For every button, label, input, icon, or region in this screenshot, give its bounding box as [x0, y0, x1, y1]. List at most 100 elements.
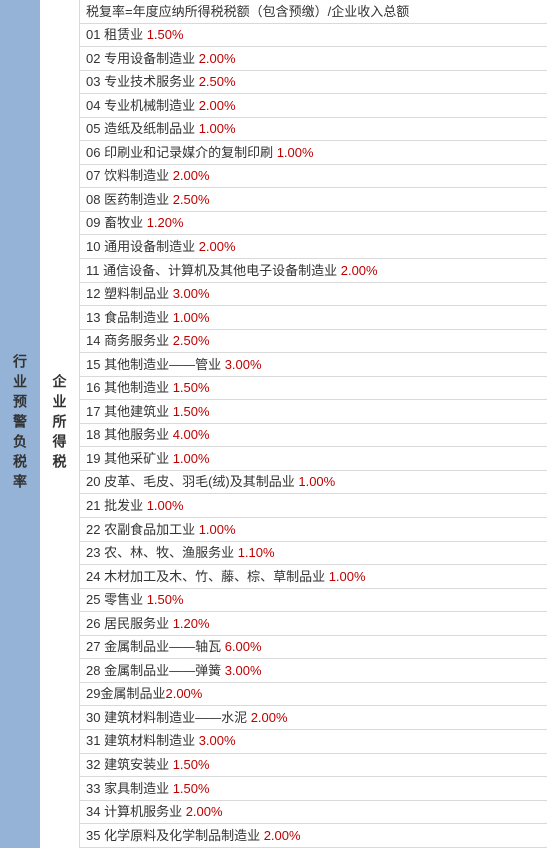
industry-label: 金属制品业——轴瓦 [104, 639, 225, 654]
row-number: 16 [86, 380, 104, 395]
table-row: 04 专业机械制造业 2.00% [80, 94, 547, 118]
row-number: 09 [86, 215, 104, 230]
mid-header-text: 企业所得税 [50, 374, 70, 474]
row-number: 06 [86, 145, 104, 160]
table-row: 35 化学原料及化学制品制造业 2.00% [80, 824, 547, 848]
table-row: 12 塑料制品业 3.00% [80, 283, 547, 307]
tax-rate: 1.50% [173, 781, 210, 796]
row-number: 20 [86, 474, 104, 489]
tax-rate: 1.50% [147, 592, 184, 607]
table-row: 27 金属制品业——轴瓦 6.00% [80, 636, 547, 660]
industry-label: 专业技术服务业 [104, 74, 199, 89]
industry-label: 家具制造业 [104, 781, 173, 796]
table-row: 13 食品制造业 1.00% [80, 306, 547, 330]
table-row: 22 农副食品加工业 1.00% [80, 518, 547, 542]
industry-label: 建筑安装业 [104, 757, 173, 772]
industry-label: 木材加工及木、竹、藤、棕、草制品业 [104, 569, 329, 584]
table-row: 30 建筑材料制造业——水泥 2.00% [80, 706, 547, 730]
tax-rate-table: 行业预警负税率 企业所得税 税复率=年度应纳所得税税额（包含预缴）/企业收入总额… [0, 0, 547, 848]
row-number: 14 [86, 333, 104, 348]
industry-label: 其他制造业——管业 [104, 357, 225, 372]
row-number: 07 [86, 168, 104, 183]
row-number: 27 [86, 639, 104, 654]
tax-rate: 1.50% [173, 380, 210, 395]
tax-rate: 1.50% [147, 27, 184, 42]
table-row: 02 专用设备制造业 2.00% [80, 47, 547, 71]
row-number: 30 [86, 710, 104, 725]
row-number: 05 [86, 121, 104, 136]
tax-rate: 1.00% [277, 145, 314, 160]
tax-rate: 2.00% [341, 263, 378, 278]
tax-rate: 1.20% [147, 215, 184, 230]
tax-rate: 1.00% [199, 522, 236, 537]
table-row: 16 其他制造业 1.50% [80, 377, 547, 401]
table-row: 26 居民服务业 1.20% [80, 612, 547, 636]
industry-label: 皮革、毛皮、羽毛(绒)及其制品业 [104, 474, 298, 489]
row-number: 35 [86, 828, 104, 843]
tax-rate: 3.00% [225, 663, 262, 678]
tax-rate: 2.50% [199, 74, 236, 89]
industry-label: 批发业 [104, 498, 147, 513]
row-number: 19 [86, 451, 104, 466]
formula-row: 税复率=年度应纳所得税税额（包含预缴）/企业收入总额 [80, 0, 547, 24]
row-number: 04 [86, 98, 104, 113]
industry-label: 商务服务业 [104, 333, 173, 348]
industry-label: 金属制品业 [100, 686, 165, 701]
row-number: 23 [86, 545, 104, 560]
table-row: 06 印刷业和记录媒介的复制印刷 1.00% [80, 141, 547, 165]
row-number: 31 [86, 733, 104, 748]
table-row: 28 金属制品业——弹簧 3.00% [80, 659, 547, 683]
industry-label: 零售业 [104, 592, 147, 607]
row-number: 33 [86, 781, 104, 796]
industry-label: 金属制品业——弹簧 [104, 663, 225, 678]
table-row: 31 建筑材料制造业 3.00% [80, 730, 547, 754]
industry-label: 饮料制造业 [104, 168, 173, 183]
table-row: 03 专业技术服务业 2.50% [80, 71, 547, 95]
tax-rate: 2.00% [199, 51, 236, 66]
table-row: 29金属制品业2.00% [80, 683, 547, 707]
industry-label: 其他采矿业 [104, 451, 173, 466]
table-row: 33 家具制造业 1.50% [80, 777, 547, 801]
data-column: 税复率=年度应纳所得税税额（包含预缴）/企业收入总额 01 租赁业 1.50%0… [80, 0, 547, 848]
tax-rate: 2.00% [173, 168, 210, 183]
row-number: 13 [86, 310, 104, 325]
mid-header-column: 企业所得税 [40, 0, 80, 848]
industry-label: 农副食品加工业 [104, 522, 199, 537]
tax-rate: 2.00% [165, 686, 202, 701]
row-number: 08 [86, 192, 104, 207]
tax-rate: 1.10% [238, 545, 275, 560]
row-number: 10 [86, 239, 104, 254]
table-row: 21 批发业 1.00% [80, 494, 547, 518]
tax-rate: 1.20% [173, 616, 210, 631]
industry-label: 建筑材料制造业——水泥 [104, 710, 251, 725]
tax-rate: 2.50% [173, 333, 210, 348]
tax-rate: 3.00% [199, 733, 236, 748]
table-row: 25 零售业 1.50% [80, 589, 547, 613]
left-header-text: 行业预警负税率 [10, 354, 30, 494]
table-row: 01 租赁业 1.50% [80, 24, 547, 48]
table-row: 18 其他服务业 4.00% [80, 424, 547, 448]
tax-rate: 1.00% [173, 451, 210, 466]
tax-rate: 1.00% [199, 121, 236, 136]
industry-label: 塑料制品业 [104, 286, 173, 301]
table-row: 24 木材加工及木、竹、藤、棕、草制品业 1.00% [80, 565, 547, 589]
tax-rate: 4.00% [173, 427, 210, 442]
industry-label: 化学原料及化学制品制造业 [104, 828, 264, 843]
row-number: 32 [86, 757, 104, 772]
table-row: 32 建筑安装业 1.50% [80, 754, 547, 778]
tax-rate: 1.00% [298, 474, 335, 489]
row-number: 25 [86, 592, 104, 607]
row-number: 28 [86, 663, 104, 678]
row-number: 02 [86, 51, 104, 66]
row-number: 15 [86, 357, 104, 372]
industry-label: 其他建筑业 [104, 404, 173, 419]
industry-label: 居民服务业 [104, 616, 173, 631]
tax-rate: 1.50% [173, 404, 210, 419]
row-number: 29 [86, 686, 100, 701]
tax-rate: 1.00% [329, 569, 366, 584]
industry-label: 租赁业 [104, 27, 147, 42]
row-number: 12 [86, 286, 104, 301]
tax-rate: 2.00% [251, 710, 288, 725]
table-row: 05 造纸及纸制品业 1.00% [80, 118, 547, 142]
industry-label: 计算机服务业 [104, 804, 186, 819]
